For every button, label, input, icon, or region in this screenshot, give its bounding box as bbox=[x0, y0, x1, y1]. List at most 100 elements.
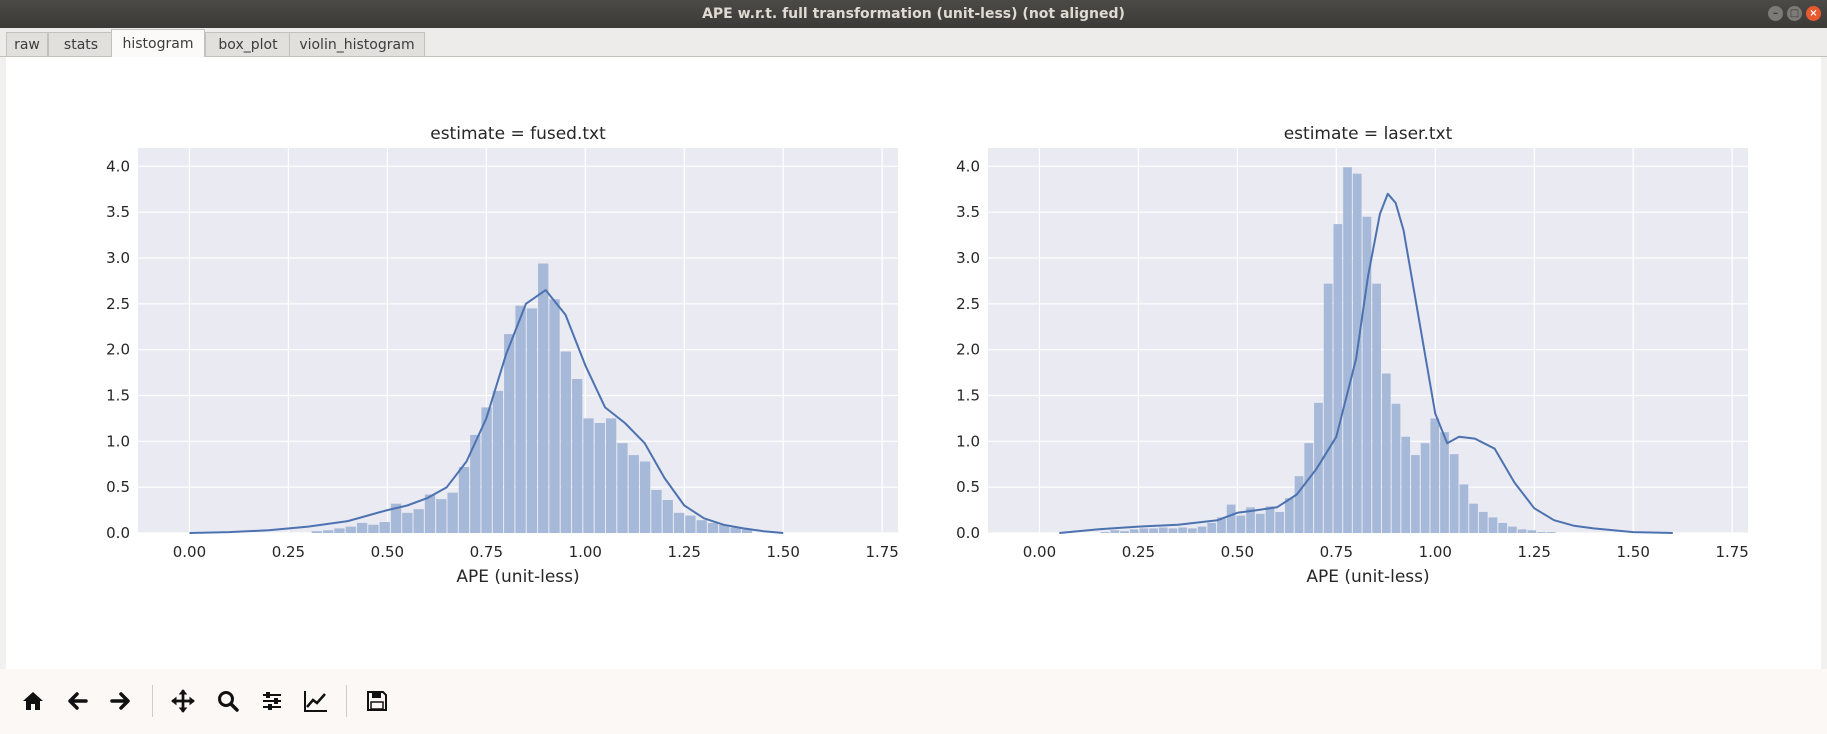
histogram-bar bbox=[390, 503, 402, 533]
tab-bar: raw stats histogram box_plot violin_hist… bbox=[0, 28, 1827, 57]
histogram-bar bbox=[1304, 443, 1314, 533]
histogram-bar bbox=[673, 512, 685, 533]
x-axis-label: APE (unit-less) bbox=[456, 567, 579, 587]
histogram-bar bbox=[1420, 443, 1430, 533]
histogram-bar bbox=[1372, 283, 1381, 533]
histogram-bar bbox=[424, 494, 436, 533]
x-tick-label: 1.75 bbox=[865, 543, 898, 561]
y-tick-label: 3.5 bbox=[106, 203, 130, 221]
histogram-bar bbox=[1430, 418, 1440, 533]
tab-raw[interactable]: raw bbox=[6, 32, 48, 56]
histogram-bar bbox=[1411, 455, 1420, 533]
histogram-bar bbox=[1537, 532, 1546, 533]
histogram-bar bbox=[1546, 532, 1556, 533]
y-tick-label: 4.0 bbox=[106, 157, 130, 175]
histogram-bar bbox=[1120, 531, 1129, 533]
y-tick-label: 3.5 bbox=[956, 203, 980, 221]
histogram-bar bbox=[1527, 530, 1537, 533]
histogram-bar bbox=[1508, 526, 1517, 533]
histogram-bar bbox=[356, 522, 368, 533]
y-tick-label: 0.0 bbox=[956, 524, 980, 542]
save-button[interactable] bbox=[363, 687, 391, 715]
minimize-button[interactable]: – bbox=[1768, 6, 1783, 21]
histogram-bar bbox=[605, 418, 617, 533]
histogram-bar bbox=[436, 499, 447, 533]
histogram-bar bbox=[1449, 454, 1459, 533]
forward-arrow-icon bbox=[110, 692, 130, 710]
chart-panel-2: 0.0 0.5 1.0 1.5 2.0 2.5 3.0 3.5 4.0 0.00 0.25 0.50 0… bbox=[956, 124, 1749, 587]
forward-button[interactable] bbox=[106, 687, 134, 715]
x-tick-label: 1.50 bbox=[767, 543, 800, 561]
histogram-bar bbox=[1100, 532, 1110, 533]
histogram-bar bbox=[651, 489, 662, 533]
window-title: APE w.r.t. full transformation (unit-les… bbox=[702, 6, 1125, 22]
y-tick-label: 4.0 bbox=[956, 157, 980, 175]
histogram-bar bbox=[515, 305, 526, 533]
tab-violin-histogram[interactable]: violin_histogram bbox=[289, 32, 425, 56]
x-tick-label: 0.00 bbox=[1023, 543, 1056, 561]
histogram-bar bbox=[1197, 526, 1207, 533]
histogram-bar bbox=[1110, 530, 1120, 533]
histogram-bar bbox=[1207, 522, 1217, 533]
histogram-bar bbox=[1488, 517, 1498, 533]
histogram-bar bbox=[1236, 515, 1246, 533]
tab-box-plot[interactable]: box_plot bbox=[205, 32, 291, 56]
axes-edit-icon bbox=[304, 691, 327, 712]
maximize-button[interactable]: □ bbox=[1787, 6, 1802, 21]
y-tick-label: 1.5 bbox=[106, 387, 130, 405]
y-tick-label: 2.5 bbox=[106, 295, 130, 313]
histogram-bar bbox=[1314, 402, 1323, 533]
histogram-bar bbox=[458, 467, 470, 533]
window-titlebar: APE w.r.t. full transformation (unit-les… bbox=[0, 0, 1827, 28]
y-tick-label: 3.0 bbox=[106, 249, 130, 267]
figure-svg: 0.0 0.5 1.0 1.5 2.0 2.5 3.0 3.5 4.0 0.00 0.25 0.50 0… bbox=[106, 124, 1749, 587]
histogram-bar bbox=[730, 527, 741, 533]
histogram-bar bbox=[1343, 167, 1352, 533]
histogram-bar bbox=[470, 434, 481, 533]
chart-title: estimate = fused.txt bbox=[430, 124, 606, 144]
histogram-bar bbox=[685, 515, 696, 533]
histogram-bar bbox=[322, 530, 334, 533]
x-tick-label: 0.25 bbox=[1122, 543, 1155, 561]
histogram-bar bbox=[583, 418, 594, 533]
tab-histogram[interactable]: histogram bbox=[111, 29, 205, 57]
histogram-bar bbox=[368, 524, 379, 533]
histogram-bar bbox=[741, 529, 753, 533]
back-button[interactable] bbox=[64, 687, 92, 715]
histogram-bar bbox=[1226, 504, 1236, 533]
histogram-bar bbox=[334, 528, 345, 533]
chart-panel-1: 0.0 0.5 1.0 1.5 2.0 2.5 3.0 3.5 4.0 0.00 0.25 0.50 0… bbox=[106, 124, 899, 587]
y-tick-label: 0.5 bbox=[956, 478, 980, 496]
back-arrow-icon bbox=[68, 692, 88, 710]
configure-subplots-button[interactable] bbox=[258, 687, 286, 715]
x-tick-label: 1.50 bbox=[1617, 543, 1650, 561]
histogram-bar bbox=[492, 390, 504, 533]
pan-button[interactable] bbox=[169, 687, 197, 715]
y-tick-label: 2.0 bbox=[106, 341, 130, 359]
window-controls: – □ × bbox=[1768, 6, 1821, 21]
histogram-bar bbox=[1362, 216, 1372, 533]
y-tick-label: 2.5 bbox=[956, 295, 980, 313]
histogram-bar bbox=[549, 299, 560, 533]
y-tick-label: 1.0 bbox=[106, 432, 130, 450]
x-tick-label: 1.25 bbox=[668, 543, 701, 561]
histogram-bar bbox=[481, 407, 492, 533]
close-button[interactable]: × bbox=[1806, 6, 1821, 21]
chart-title: estimate = laser.txt bbox=[1284, 124, 1453, 144]
histogram-bar bbox=[1381, 373, 1391, 533]
histogram-bar bbox=[1323, 283, 1333, 533]
histogram-bar bbox=[1294, 476, 1304, 533]
home-button[interactable] bbox=[19, 687, 47, 715]
x-tick-label: 1.00 bbox=[569, 543, 602, 561]
zoom-button[interactable] bbox=[214, 687, 242, 715]
histogram-bar bbox=[1149, 528, 1158, 533]
y-tick-label: 0.5 bbox=[106, 478, 130, 496]
histogram-bar bbox=[311, 531, 322, 533]
histogram-bar bbox=[707, 522, 719, 533]
subplots-configure-icon bbox=[263, 692, 281, 710]
x-tick-label: 0.50 bbox=[1221, 543, 1254, 561]
histogram-bar bbox=[526, 308, 538, 533]
edit-axes-button[interactable] bbox=[302, 687, 330, 715]
tab-stats[interactable]: stats bbox=[48, 32, 114, 56]
save-icon bbox=[367, 691, 387, 711]
